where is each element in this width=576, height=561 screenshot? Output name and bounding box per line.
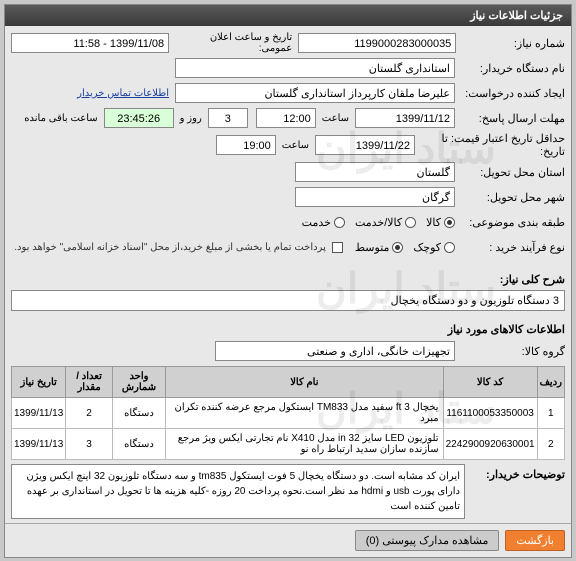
purchase-radio-group: کوچک متوسط xyxy=(355,241,455,254)
table-header: نام کالا xyxy=(166,367,444,398)
main-panel: جزئیات اطلاعات نیاز شماره نیاز: 11990002… xyxy=(4,4,572,558)
table-header: ردیف xyxy=(537,367,564,398)
table-cell: یخچال ft 3 سفید مدل TM833 ایستکول مرجع ع… xyxy=(166,398,444,429)
items-title: اطلاعات کالاهای مورد نیاز xyxy=(5,317,571,340)
deadline-date: 1399/11/12 xyxy=(355,108,455,128)
table-cell: دستگاه xyxy=(112,398,165,429)
table-cell: 2 xyxy=(537,429,564,460)
table-row: 11161100053350003یخچال ft 3 سفید مدل TM8… xyxy=(12,398,565,429)
announce-field: 1399/11/08 - 11:58 xyxy=(11,33,169,53)
buyer-name-label: نام دستگاه خریدار: xyxy=(455,62,565,75)
pay-checkbox[interactable] xyxy=(332,242,343,253)
hour-label-2: ساعت xyxy=(276,140,315,151)
summary-text: 3 دستگاه تلوزیون و دو دستگاه یخچال xyxy=(11,290,565,311)
form-area: شماره نیاز: 1199000283000035 تاریخ و ساع… xyxy=(5,26,571,267)
hour-label-1: ساعت xyxy=(316,113,355,124)
table-cell: تلوزیون LED سایز in 32 مدل X410 نام تجار… xyxy=(166,429,444,460)
table-cell: 1399/11/13 xyxy=(12,398,66,429)
table-header: تعداد / مقدار xyxy=(66,367,113,398)
attachments-button[interactable]: مشاهده مدارک پیوستی (0) xyxy=(355,530,500,551)
panel-title: جزئیات اطلاعات نیاز xyxy=(5,5,571,26)
min-valid-date: 1399/11/22 xyxy=(315,135,415,155)
buyer-desc-text: ایران کد مشابه است. دو دستگاه یخچال 5 فو… xyxy=(11,464,465,519)
table-cell: 2242900920630001 xyxy=(443,429,537,460)
need-no-field: 1199000283000035 xyxy=(298,33,456,53)
radio-goods-service[interactable] xyxy=(405,217,416,228)
radio-goods[interactable] xyxy=(444,217,455,228)
pay-note: پرداخت تمام یا بخشی از مبلغ خرید،از محل … xyxy=(14,242,326,253)
day-label: روز و xyxy=(174,113,208,124)
summary-label: شرح کلی نیاز: xyxy=(5,267,571,290)
contact-link[interactable]: اطلاعات تماس خریدار xyxy=(77,88,169,99)
delivery-prov-label: استان محل تحویل: xyxy=(455,166,565,179)
radio-service[interactable] xyxy=(334,217,345,228)
countdown: 23:45:26 xyxy=(104,108,174,128)
table-cell: 3 xyxy=(66,429,113,460)
buyer-name-field: استانداری گلستان xyxy=(175,58,455,78)
radio-small[interactable] xyxy=(444,242,455,253)
table-cell: 1 xyxy=(537,398,564,429)
button-bar: بازگشت مشاهده مدارک پیوستی (0) xyxy=(5,523,571,557)
table-cell: 1399/11/13 xyxy=(12,429,66,460)
requester-label: ایجاد کننده درخواست: xyxy=(455,87,565,100)
back-button[interactable]: بازگشت xyxy=(505,530,565,551)
delivery-prov: گلستان xyxy=(295,162,455,182)
table-row: 22242900920630001تلوزیون LED سایز in 32 … xyxy=(12,429,565,460)
group-value: تجهیزات خانگی، اداری و صنعتی xyxy=(215,341,455,361)
type-radio-group: کالا کالا/خدمت خدمت xyxy=(302,216,455,229)
table-cell: 1161100053350003 xyxy=(443,398,537,429)
radio-medium[interactable] xyxy=(392,242,403,253)
delivery-city: گرگان xyxy=(295,187,455,207)
need-no-label: شماره نیاز: xyxy=(456,37,565,50)
deadline-hour: 12:00 xyxy=(256,108,316,128)
requester-field: علیرضا ملقان کارپرداز استانداری گلستان xyxy=(175,83,455,103)
table-cell: 2 xyxy=(66,398,113,429)
table-header: کد کالا xyxy=(443,367,537,398)
delivery-city-label: شهر محل تحویل: xyxy=(455,191,565,204)
countdown-label: ساعت باقی مانده xyxy=(18,113,103,124)
table-cell: دستگاه xyxy=(112,429,165,460)
table-header: واحد شمارش xyxy=(112,367,165,398)
table-header: تاریخ نیاز xyxy=(12,367,66,398)
min-valid-hour: 19:00 xyxy=(216,135,276,155)
announce-label: تاریخ و ساعت اعلان عمومی: xyxy=(169,32,298,54)
buyer-desc-label: توضیحات خریدار: xyxy=(465,464,565,519)
min-valid-label: حداقل تاریخ اعتبار قیمت: تا تاریخ: xyxy=(415,132,565,158)
deadline-label: مهلت ارسال پاسخ: xyxy=(455,112,565,125)
type-label: طبقه بندی موضوعی: xyxy=(455,216,565,229)
purchase-label: نوع فرآیند خرید : xyxy=(455,241,565,254)
group-label: گروه کالا: xyxy=(455,345,565,358)
items-table: ردیفکد کالانام کالاواحد شمارشتعداد / مقد… xyxy=(11,366,565,460)
day-count: 3 xyxy=(208,108,248,128)
